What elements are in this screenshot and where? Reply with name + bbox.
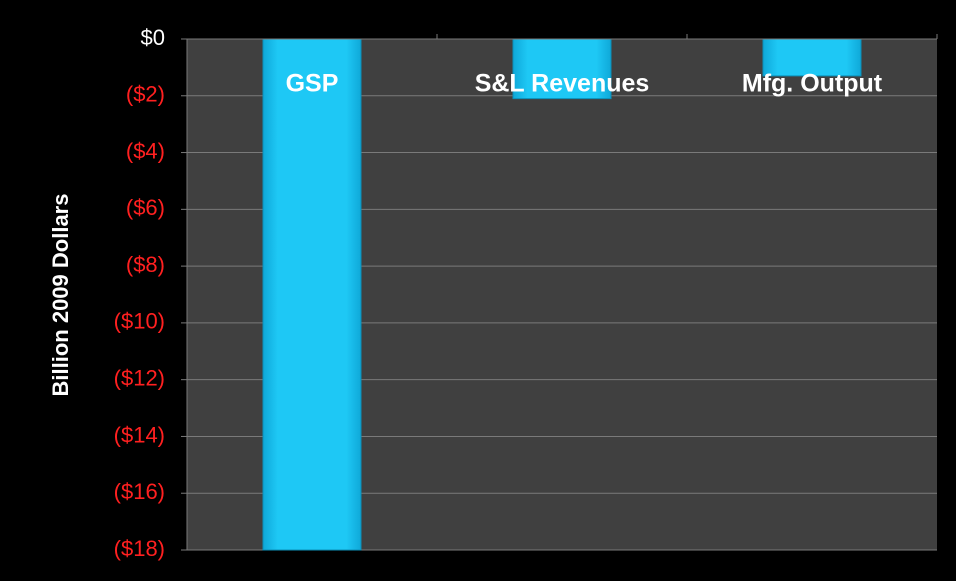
y-tick-label: ($12) xyxy=(114,365,165,390)
y-tick-label: ($8) xyxy=(126,252,165,277)
y-tick-label: $0 xyxy=(141,25,165,50)
y-tick-label: ($6) xyxy=(126,195,165,220)
x-tick-label: GSP xyxy=(286,70,339,98)
x-tick-label: Mfg. Output xyxy=(742,70,883,98)
y-axis-title: Billion 2009 Dollars xyxy=(48,194,73,397)
y-tick-label: ($18) xyxy=(114,536,165,561)
y-tick-label: ($14) xyxy=(114,422,165,447)
x-tick-label: S&L Revenues xyxy=(475,70,650,98)
bar xyxy=(762,38,862,77)
y-tick-label: ($16) xyxy=(114,479,165,504)
y-tick-label: ($2) xyxy=(126,82,165,107)
y-tick-label: ($4) xyxy=(126,138,165,163)
bar xyxy=(512,38,612,100)
bar xyxy=(262,38,362,551)
y-tick-label: ($10) xyxy=(114,309,165,334)
